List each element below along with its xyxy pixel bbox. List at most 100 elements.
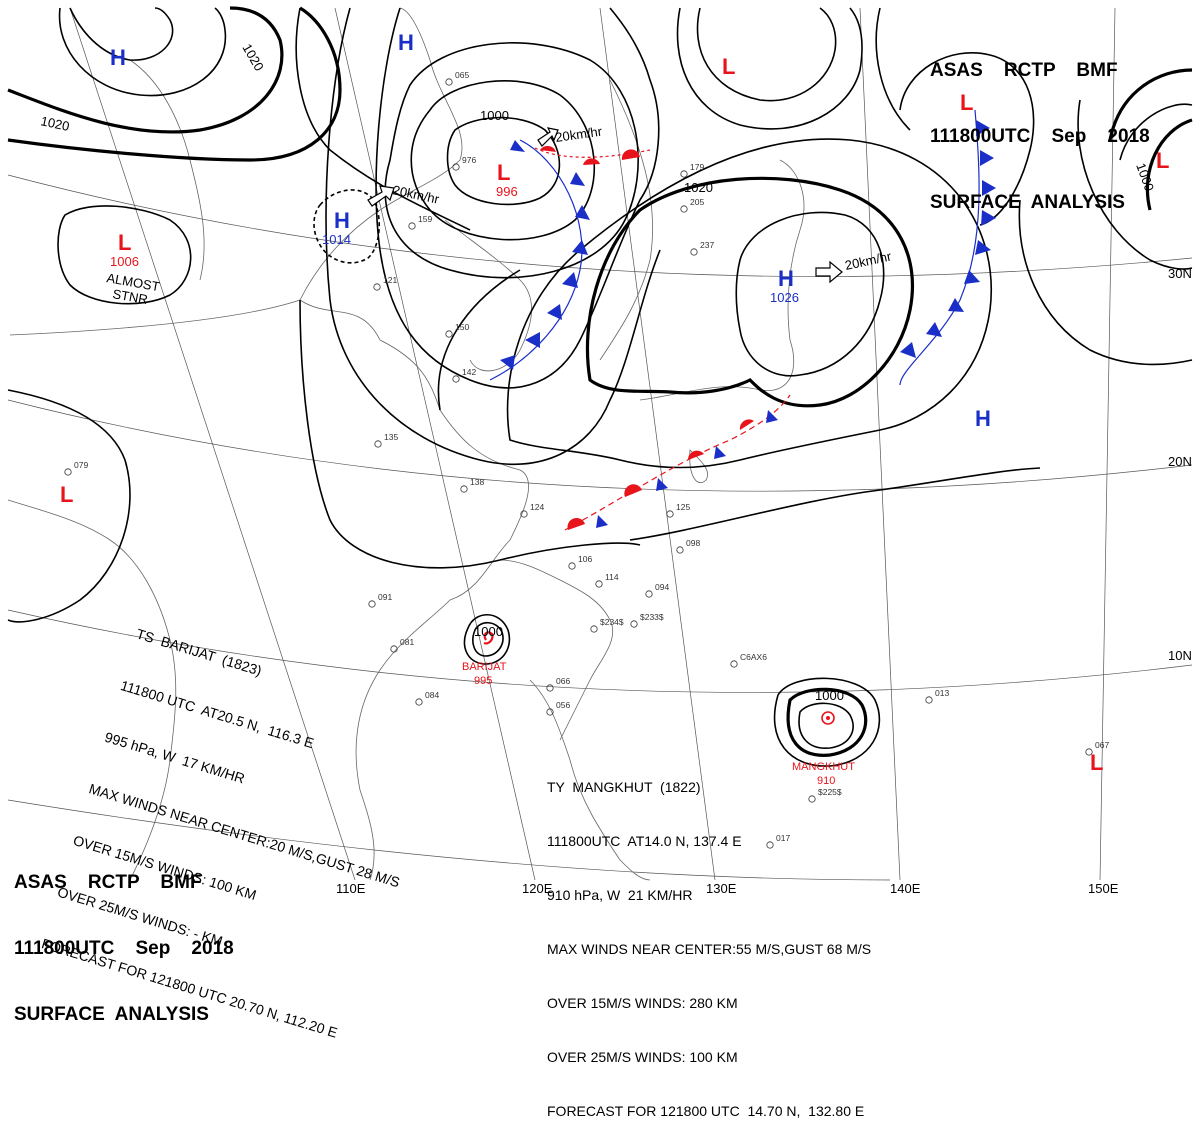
header-line: ASAS RCTP BMF: [14, 872, 202, 893]
station-value: 237: [700, 240, 714, 250]
station-value: 106: [578, 554, 592, 564]
low-pressure-center: L: [1090, 750, 1103, 775]
station-value: 065: [455, 70, 469, 80]
station-value: 179: [690, 162, 704, 172]
isobar-label: 1000: [480, 108, 509, 123]
storm-info-line: 910 hPa, W 21 KM/HR: [547, 887, 693, 903]
isobar-label: 1020: [684, 180, 713, 195]
weather-map: 065 976 179 205 237 159 121 150 142 135 138 124 125 0…: [7, 6, 1193, 896]
storm-info-line: 995 hPa, W 17 KM/HR: [102, 728, 247, 787]
station-marker: [630, 620, 638, 628]
station-marker: [590, 625, 598, 633]
low-pressure-center: L: [118, 230, 131, 255]
fronts: [489, 109, 996, 531]
station-marker: [64, 468, 72, 476]
lat-label-20n: 20N: [1168, 454, 1192, 469]
station-marker: [568, 562, 576, 570]
low-pressure-center: L: [60, 482, 73, 507]
station-value: 159: [418, 214, 432, 224]
typhoon-pressure-barijat: 995: [474, 675, 492, 687]
station-value: $234$: [600, 617, 624, 627]
station-value: 091: [378, 592, 392, 602]
station-value: $225$: [818, 787, 842, 797]
station-marker: [445, 78, 453, 86]
station-value: $233$: [640, 612, 664, 622]
storm-info-mangkhut: TY MANGKHUT (1822) 111800UTC AT14.0 N, 1…: [547, 742, 871, 1138]
station-marker: [374, 440, 382, 448]
lon-label-150e: 150E: [1088, 881, 1119, 896]
high-pressure-center: H: [778, 266, 794, 291]
lat-label-10n: 10N: [1168, 648, 1192, 663]
station-marker: [808, 795, 816, 803]
station-marker: [460, 485, 468, 493]
lon-label-130e: 130E: [706, 881, 737, 896]
almost-stationary-label: STNR: [111, 286, 148, 307]
storm-info-line: TY MANGKHUT (1822): [547, 779, 701, 795]
station-marker: [546, 708, 554, 716]
header-top: ASAS RCTP BMF 111800UTC Sep 2018 SURFACE…: [930, 16, 1150, 236]
storm-info-line: MAX WINDS NEAR CENTER:20 M/S,GUST 28 M/S: [87, 780, 402, 891]
lon-label-140e: 140E: [890, 881, 921, 896]
typhoon-name-mangkhut: MANGKHUT: [792, 761, 855, 773]
station-value: 067: [1095, 740, 1109, 750]
station-marker: [925, 696, 933, 704]
high-pressure-center: H: [334, 208, 350, 233]
low-pressure-value: 1006: [110, 254, 139, 269]
station-value: 142: [462, 367, 476, 377]
station-value: 114: [605, 572, 619, 582]
station-marker: [730, 660, 738, 668]
station-value: 079: [74, 460, 88, 470]
storm-info-line: 111800 UTC AT20.5 N, 116.3 E: [118, 677, 316, 752]
high-pressure-center: H: [975, 406, 991, 431]
station-marker: [676, 546, 684, 554]
isobars: [7, 6, 1193, 767]
station-value: 081: [400, 637, 414, 647]
lon-label-120e: 120E: [522, 881, 553, 896]
storm-info-line: OVER 25M/S WINDS: - KM: [55, 883, 225, 950]
station-value: 976: [462, 155, 476, 165]
station-value: 138: [470, 477, 484, 487]
isobar-label: 1000: [474, 624, 503, 639]
station-value: 121: [383, 275, 397, 285]
isobar-label: 1000: [815, 688, 844, 703]
station-value: 094: [655, 582, 669, 592]
header-line: SURFACE ANALYSIS: [930, 192, 1125, 213]
latitude-lines: [7, 174, 1193, 881]
station-value: 066: [556, 676, 570, 686]
high-pressure-value: 1026: [770, 290, 799, 305]
storm-info-line: MAX WINDS NEAR CENTER:55 M/S,GUST 68 M/S: [547, 941, 872, 957]
typhoon-pressure-mangkhut: 910: [817, 775, 835, 787]
station-marker: [680, 170, 688, 178]
storm-info-line: OVER 25M/S WINDS: 100 KM: [547, 1049, 738, 1065]
low-pressure-center: L: [960, 90, 973, 115]
station-marker: [368, 600, 376, 608]
station-marker: [452, 163, 460, 171]
station-value: 125: [676, 502, 690, 512]
station-value: 084: [425, 690, 439, 700]
storm-info-line: OVER 15M/S WINDS: 280 KM: [547, 995, 738, 1011]
station-marker: [373, 283, 381, 291]
motion-speed-label: 20km/hr: [554, 123, 603, 144]
lon-label-110e: 110E: [336, 881, 366, 896]
low-pressure-center: L: [497, 160, 510, 185]
station-marker: [680, 205, 688, 213]
station-value: 150: [455, 322, 469, 332]
isobar-label: 1020: [39, 113, 70, 134]
station-marker: [690, 248, 698, 256]
low-pressure-value: 996: [496, 184, 518, 199]
station-marker: [415, 698, 423, 706]
header-line: 111800UTC Sep 2018: [930, 126, 1150, 147]
station-value: 135: [384, 432, 398, 442]
lat-label-30n: 30N: [1168, 266, 1192, 281]
station-marker: [766, 841, 774, 849]
station-marker: [520, 510, 528, 518]
header-line: ASAS RCTP BMF: [930, 60, 1118, 81]
high-pressure-center: H: [398, 30, 414, 55]
station-value: 098: [686, 538, 700, 548]
station-value: 056: [556, 700, 570, 710]
station-marker: [452, 375, 460, 383]
station-value: 017: [776, 833, 790, 843]
station-marker: [390, 645, 398, 653]
station-value: 013: [935, 688, 949, 698]
station-marker: [666, 510, 674, 518]
